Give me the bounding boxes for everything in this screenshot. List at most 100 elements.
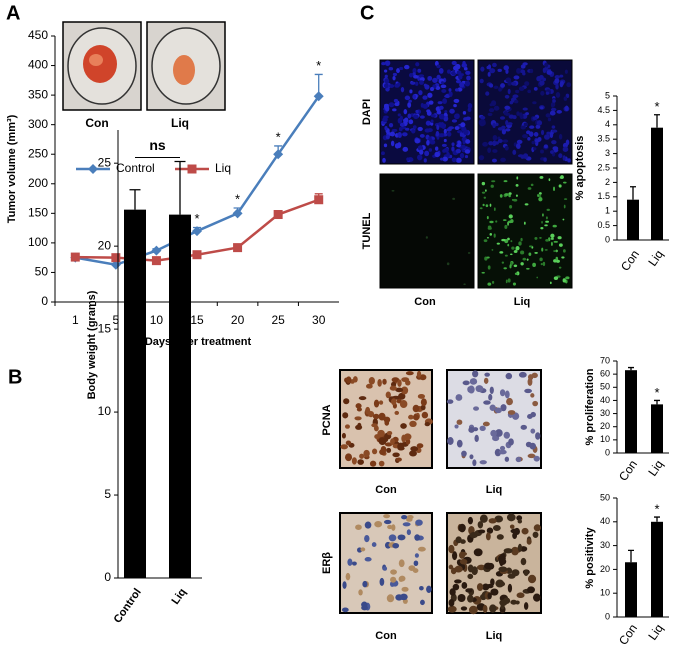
cell [549,110,556,116]
cell [415,81,419,86]
cell [390,438,395,446]
cell [523,122,529,127]
cell [507,88,511,95]
cell [513,250,518,253]
significance-marker: * [654,501,659,516]
significance-marker: * [316,58,321,73]
cell [510,240,513,243]
legend-label: Liq [215,161,231,175]
y-tick-label: 1 [605,206,610,216]
cell [391,189,395,192]
cell [361,601,368,608]
cell [539,175,544,179]
cell [504,145,509,151]
x-axis-label: Days after treatment [145,336,252,348]
point [151,256,161,266]
cell [492,122,496,129]
cell [405,127,410,131]
cell [540,149,544,154]
cell [517,519,523,524]
cell [416,154,423,161]
cell [504,390,510,399]
cell [473,406,480,411]
cell [351,457,357,465]
y-tick-label: 100 [28,235,48,249]
cell [465,139,471,144]
cell [520,64,526,69]
cell [383,514,391,519]
x-tick-label: 15 [190,313,204,327]
cell [398,392,406,400]
cell [493,105,500,111]
x-tick-label: Con [616,458,640,484]
stain-label: PCNA [321,404,333,435]
cell [441,143,447,147]
cell [454,579,462,584]
cell [559,74,564,78]
cell [452,551,458,561]
cell [545,220,549,223]
cell [479,460,487,465]
cell [489,404,496,411]
cell [399,66,404,71]
cell [460,122,466,128]
y-axis-label: % proliferation [584,368,596,445]
cell [412,94,416,100]
cell [417,145,424,151]
cell [533,147,537,151]
cell [419,80,424,85]
cell [548,178,551,182]
cell [529,125,535,129]
inset-label: Con [85,116,108,130]
cell [384,125,388,131]
y-tick-label: 50 [600,492,610,502]
cell [551,125,556,129]
cell [557,236,562,240]
error-bar [129,189,141,210]
cell [479,514,488,523]
y-axis-label: Body weight (grams) [86,290,98,399]
cell [495,429,503,437]
cell [512,149,517,155]
cell [406,157,410,162]
x-tick-label: Con [618,248,642,274]
y-tick-label: 40 [600,395,610,405]
cell [532,593,541,602]
y-tick-label: 20 [600,564,610,574]
panel-letter: A [6,2,20,24]
cell [457,140,461,146]
y-tick-label: 0 [41,294,48,308]
cell [415,62,420,67]
cell [479,207,483,210]
cell [532,116,538,121]
x-tick-label: Control [112,587,144,626]
cell [391,128,398,132]
cell [550,107,557,112]
cell [492,149,498,153]
cell [565,276,570,280]
y-tick-label: 30 [600,540,610,550]
cell [482,203,485,207]
cell [378,460,385,467]
cell [503,65,510,71]
cell [464,149,471,154]
cell [396,68,400,74]
cell [417,393,425,399]
cell [453,98,460,103]
cell [466,75,471,81]
cell [505,112,511,116]
cell [515,246,520,251]
cell [436,110,442,115]
cell [392,72,398,77]
cell [437,101,443,105]
bar [651,404,663,453]
cell [447,437,454,445]
tunel-micrographs [379,59,573,289]
cell [404,95,411,101]
cell [388,534,397,542]
cell [514,272,518,275]
cell [461,582,468,589]
cell [382,157,386,163]
cell [443,128,447,134]
cell [455,394,463,401]
